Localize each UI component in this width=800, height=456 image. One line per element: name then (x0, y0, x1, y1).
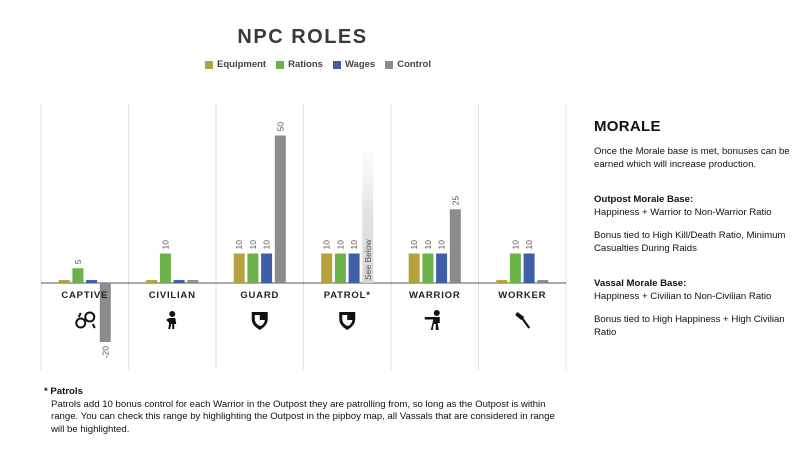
bar-equipment-civilian (146, 280, 158, 283)
value-label: 10 (335, 240, 345, 250)
morale-intro: Once the Morale base is met, bonuses can… (594, 146, 790, 170)
footnote-body: Patrols add 10 bonus control for each Wa… (51, 398, 555, 435)
handcuffs-icon (75, 311, 96, 329)
chart-legend: Equipment Rations Wages Control (205, 59, 431, 70)
outpost-morale-bonus: Bonus tied to High Kill/Death Ratio, Min… (594, 230, 786, 254)
bar-control-patrol (362, 143, 374, 283)
chart-title: NPC ROLES (237, 26, 368, 48)
bar-rations-warrior (422, 253, 434, 283)
role-label-guard: GUARD (240, 290, 279, 301)
legend-item-control: Control (385, 59, 431, 70)
legend-label: Wages (344, 59, 376, 70)
value-label: 50 (275, 122, 285, 132)
bar-wages-patrol (348, 253, 360, 283)
bar-wages-worker (523, 253, 535, 283)
bar-rations-guard (247, 253, 259, 283)
role-label-warrior: WARRIOR (409, 290, 461, 301)
bar-equipment-captive (58, 280, 70, 283)
role-label-worker: WORKER (498, 290, 546, 301)
shield-icon (251, 312, 268, 330)
legend-item-wages: Wages (332, 59, 376, 70)
morale-title: MORALE (594, 118, 661, 135)
bar-wages-guard (261, 253, 273, 283)
bar-wages-civilian (173, 280, 185, 283)
footnote-title: * Patrols (44, 386, 83, 397)
legend-swatch (205, 60, 213, 69)
legend-swatch (385, 60, 394, 69)
value-label: 10 (322, 240, 332, 250)
value-label: -20 (100, 346, 110, 359)
bar-rations-civilian (159, 253, 171, 283)
outpost-morale-heading: Outpost Morale Base: (594, 194, 694, 205)
value-label: 10 (262, 240, 272, 250)
role-label-civilian: CIVILIAN (149, 290, 196, 301)
bar-equipment-warrior (408, 253, 420, 283)
value-label: 10 (234, 240, 244, 250)
value-label: 10 (510, 240, 520, 250)
civilian-icon (166, 311, 177, 329)
bar-control-warrior (449, 209, 461, 283)
bar-control-guard (274, 135, 286, 283)
value-label: 10 (437, 240, 447, 250)
legend-label: Rations (288, 59, 323, 70)
legend-swatch (332, 60, 341, 69)
role-label-captive: CAPTIVE (61, 290, 108, 301)
outpost-morale-ratio: Happiness + Warrior to Non-Warrior Ratio (594, 207, 772, 218)
role-label-patrol: PATROL* (324, 290, 371, 301)
legend-label: Equipment (217, 59, 267, 70)
legend-swatch (276, 60, 285, 69)
bar-rations-patrol (334, 253, 346, 283)
bar-equipment-patrol (321, 253, 333, 283)
gunman-icon (424, 310, 440, 330)
legend-item-rations: Rations (276, 59, 323, 70)
value-label: 5 (73, 259, 83, 264)
value-label: 25 (450, 196, 460, 206)
value-label: 10 (248, 240, 258, 250)
value-label: 10 (524, 240, 534, 250)
value-label: 10 (349, 240, 359, 250)
legend-item-equipment: Equipment (205, 59, 266, 70)
vassal-morale-bonus: Bonus tied to High Happiness + High Civi… (594, 314, 785, 338)
value-label: 10 (409, 240, 419, 250)
bar-control-civilian (187, 280, 199, 283)
shield-icon (339, 312, 356, 330)
bar-control-worker (537, 280, 549, 283)
value-label: See Below (363, 239, 373, 280)
morale-panel: MORALE Once the Morale base is met, bonu… (594, 118, 794, 339)
bar-control-captive (99, 283, 111, 342)
legend-label: Control (397, 59, 431, 70)
value-label: 10 (160, 240, 170, 250)
bar-rations-captive (72, 268, 84, 283)
bar-equipment-guard (233, 253, 245, 283)
bar-wages-warrior (436, 253, 448, 283)
vassal-morale-heading: Vassal Morale Base: (594, 278, 687, 289)
bar-wages-captive (86, 280, 98, 283)
value-label: 10 (423, 240, 433, 250)
hammer-icon (515, 312, 531, 329)
patrols-footnote: * Patrols Patrols add 10 bonus control f… (44, 386, 564, 436)
bar-equipment-worker (496, 280, 508, 283)
vassal-morale-ratio: Happiness + Civilian to Non-Civilian Rat… (594, 291, 772, 302)
bar-rations-worker (509, 253, 521, 283)
